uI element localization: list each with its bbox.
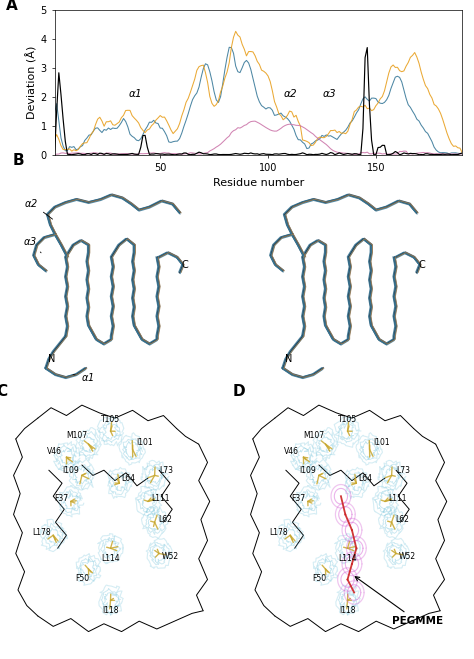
Text: $\alpha$3: $\alpha$3	[23, 235, 41, 253]
Text: F50: F50	[75, 574, 89, 583]
Text: $\alpha$2: $\alpha$2	[283, 87, 298, 99]
Text: N: N	[285, 355, 292, 364]
Text: T105: T105	[338, 415, 357, 424]
Text: C: C	[418, 260, 425, 270]
Text: C: C	[0, 384, 7, 399]
Text: L73: L73	[397, 466, 411, 474]
Text: L64: L64	[121, 474, 135, 482]
Text: M107: M107	[303, 430, 324, 440]
Text: W52: W52	[399, 552, 416, 561]
Text: L62: L62	[396, 515, 410, 524]
Text: L114: L114	[338, 554, 357, 563]
Text: D: D	[233, 384, 246, 399]
Text: M107: M107	[66, 430, 87, 440]
Text: I109: I109	[300, 466, 316, 474]
Text: C: C	[181, 260, 188, 270]
Text: W52: W52	[162, 552, 179, 561]
Text: V46: V46	[284, 447, 299, 457]
Text: I109: I109	[63, 466, 79, 474]
Text: L73: L73	[160, 466, 174, 474]
Text: T105: T105	[101, 415, 120, 424]
Text: $\alpha$1: $\alpha$1	[128, 87, 142, 99]
Text: I118: I118	[339, 606, 356, 616]
Text: N: N	[48, 355, 55, 364]
Text: L178: L178	[269, 528, 287, 537]
Text: L64: L64	[358, 474, 372, 482]
Text: L111: L111	[388, 494, 406, 503]
Text: PEGMME: PEGMME	[355, 577, 443, 626]
Text: I118: I118	[102, 606, 119, 616]
Text: $\alpha$2: $\alpha$2	[24, 197, 53, 219]
Text: F50: F50	[312, 574, 326, 583]
Text: I101: I101	[137, 438, 153, 447]
Text: I101: I101	[374, 438, 390, 447]
Text: L62: L62	[159, 515, 173, 524]
Text: L111: L111	[151, 494, 169, 503]
Text: F37: F37	[54, 494, 68, 503]
Text: L178: L178	[32, 528, 50, 537]
Text: B: B	[12, 153, 24, 167]
Text: F37: F37	[291, 494, 305, 503]
X-axis label: Residue number: Residue number	[213, 178, 304, 188]
Text: A: A	[6, 0, 18, 13]
Text: L114: L114	[101, 554, 120, 563]
Text: V46: V46	[47, 447, 62, 457]
Text: $\alpha$1: $\alpha$1	[73, 371, 94, 383]
Text: $\alpha$3: $\alpha$3	[322, 87, 337, 99]
Y-axis label: Deviation (Å): Deviation (Å)	[27, 45, 38, 119]
